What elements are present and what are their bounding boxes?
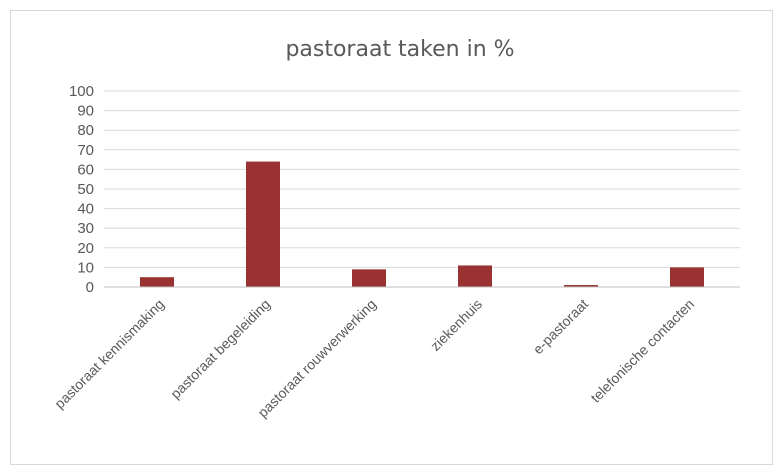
bar-1 xyxy=(246,161,280,287)
y-tick-label: 30 xyxy=(77,220,94,237)
y-axis-ticks: 0 10 20 30 40 50 60 70 80 90 100 xyxy=(69,83,94,296)
bar-5 xyxy=(670,267,704,287)
chart-frame xyxy=(10,10,773,465)
bar-0 xyxy=(140,277,174,287)
y-tick-label: 70 xyxy=(77,142,94,159)
x-category-label: telefonische contacten xyxy=(587,296,697,406)
x-category-label: pastoraat begeleiding xyxy=(167,296,273,402)
x-category-label: pastoraat rouwverwerking xyxy=(254,296,379,421)
bar-3 xyxy=(458,265,492,287)
x-axis-labels: pastoraat kennismaking pastoraat begeleid… xyxy=(51,296,697,421)
y-tick-label: 20 xyxy=(77,240,94,257)
y-tick-label: 40 xyxy=(77,201,94,218)
y-tick-label: 80 xyxy=(77,122,94,139)
bar-2 xyxy=(352,269,386,287)
bar-4 xyxy=(564,285,598,287)
chart-title: pastoraat taken in % xyxy=(285,37,514,62)
y-tick-label: 10 xyxy=(77,259,94,276)
y-tick-label: 90 xyxy=(77,103,94,120)
bars xyxy=(140,161,704,287)
y-tick-label: 60 xyxy=(77,161,94,178)
y-tick-label: 50 xyxy=(77,181,94,198)
gridlines xyxy=(104,90,740,268)
x-category-label: e-pastoraat xyxy=(530,296,591,357)
y-tick-label: 0 xyxy=(86,279,94,296)
y-tick-label: 100 xyxy=(69,83,94,100)
x-category-label: ziekenhuis xyxy=(427,296,485,354)
x-category-label: pastoraat kennismaking xyxy=(51,296,167,412)
